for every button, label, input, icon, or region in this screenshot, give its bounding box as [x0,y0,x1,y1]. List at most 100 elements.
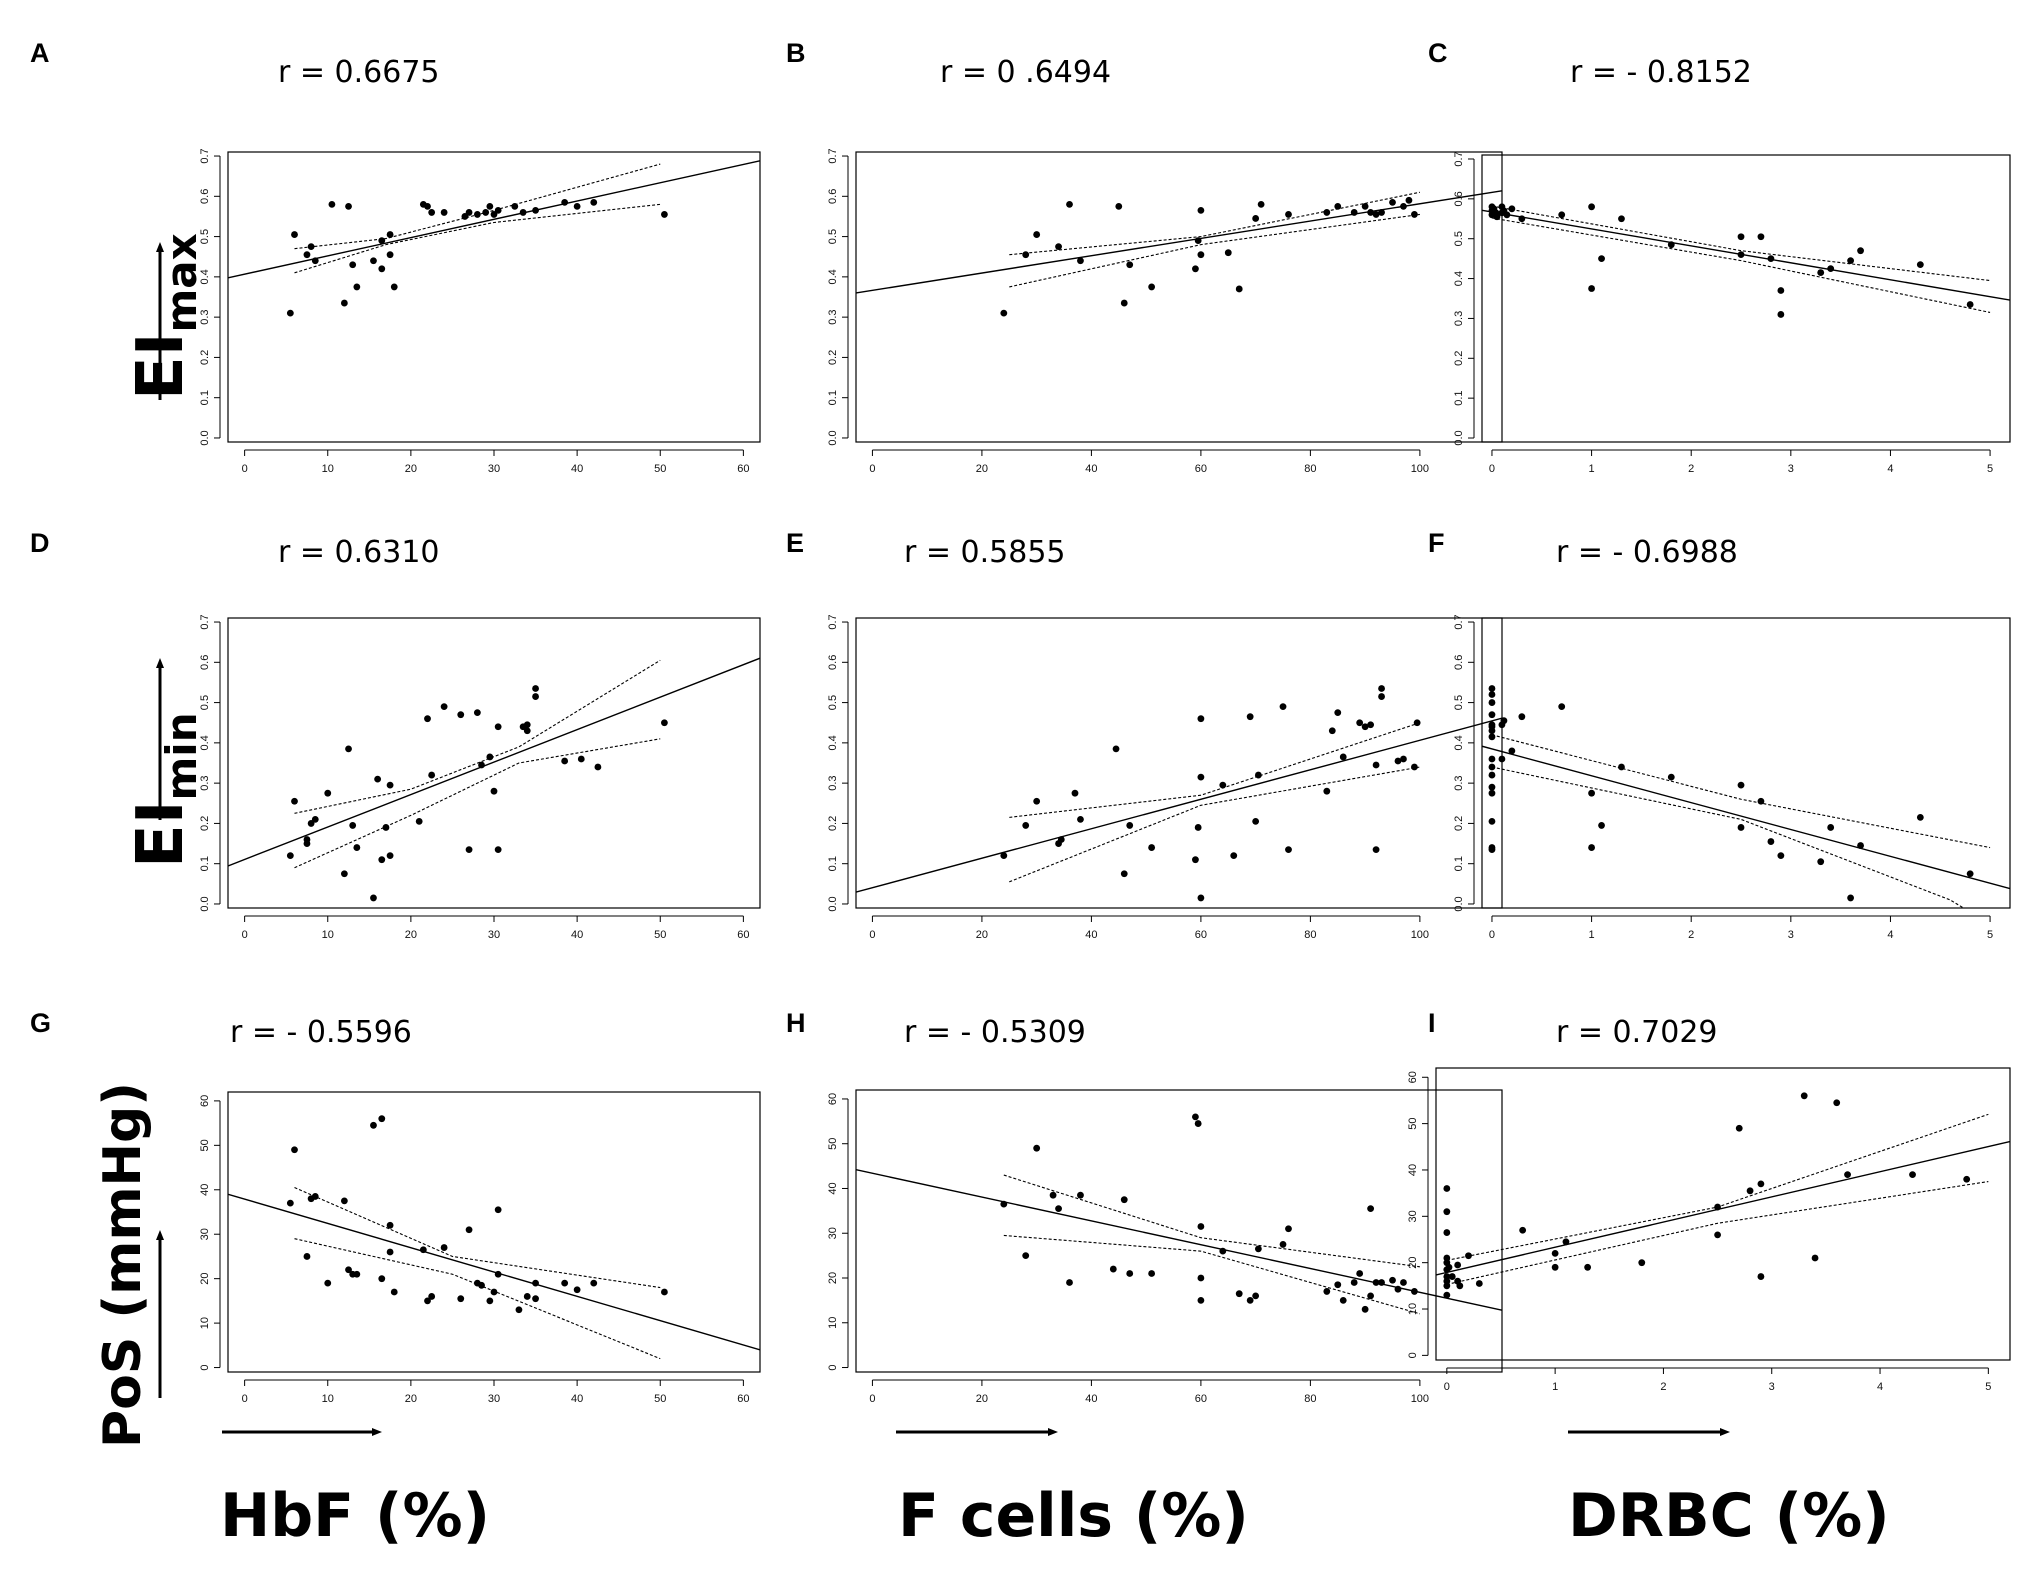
data-point [523,721,531,729]
data-point [577,755,585,763]
data-point [1767,255,1775,263]
ci-lower-band [294,1238,661,1360]
data-point [1279,703,1287,711]
x-tick-label: 60 [1195,1393,1207,1405]
data-point [1714,1231,1721,1239]
x-tick-label: 3 [1769,1381,1775,1393]
data-point [1909,1171,1916,1179]
data-point [1254,1245,1262,1253]
data-point [370,1121,377,1129]
data-point [440,1244,448,1251]
data-point [378,237,386,245]
data-point [1285,1225,1292,1233]
x-tick-label: 4 [1887,929,1893,941]
data-point [428,209,436,216]
y-tick-label: 0.0 [1453,430,1465,445]
data-point [1588,844,1595,851]
data-point [1777,852,1785,860]
data-point [465,1226,473,1234]
data-point [1714,1203,1721,1211]
ci-lower-band [1446,1181,1989,1285]
data-point [661,719,668,727]
plot-frame-b [855,151,1503,443]
data-point [1148,844,1156,851]
data-point [303,1253,311,1260]
data-point [1518,215,1526,223]
data-point [378,1115,386,1123]
y-tick-label: 40 [1407,1164,1419,1176]
data-point [1066,200,1073,208]
y-tick-label: 0.2 [199,350,211,365]
data-point [1562,1238,1570,1246]
plot-frame-i [1435,1067,2011,1361]
x-tick-label: 0 [1489,463,1495,475]
y-tick-label: 0.4 [1453,735,1465,750]
x-tick-label: 20 [405,929,417,941]
panel-letter-d: D [30,528,50,558]
data-point [353,283,361,291]
x-tick-label: 20 [976,929,988,941]
plot-frame-g [227,1091,761,1373]
data-point [291,797,298,805]
data-point [1488,711,1496,719]
data-point [590,1279,598,1287]
row-label-ei-min: EImin [124,712,206,868]
data-point [1488,763,1496,771]
data-point [1323,209,1331,216]
ci-upper-band [1446,1113,1989,1261]
y-tick-label: 0.2 [827,350,839,365]
data-point [1120,870,1128,878]
data-point [1488,771,1496,779]
data-point [286,1199,294,1207]
x-tick-label: 2 [1660,1381,1666,1393]
y-tick-label: 0.0 [827,430,839,445]
x-tick-label: 4 [1877,1381,1883,1393]
x-tick-label: 3 [1788,929,1794,941]
data-point [1737,233,1745,241]
data-point [286,852,294,860]
y-tick-label: 0.0 [827,896,839,911]
data-point [1235,285,1243,293]
x-tick-label: 0 [1444,1381,1450,1393]
data-point [374,775,382,783]
regression-line [1436,1140,2010,1276]
plot-area-b [856,190,1502,294]
data-point [1454,1261,1462,1269]
y-tick-label: 0 [827,1364,839,1370]
data-point [1000,309,1008,317]
data-point [532,1295,539,1303]
x-tick-label: 80 [1304,463,1316,475]
data-point [1598,255,1605,263]
data-point [494,723,502,731]
r-value-a: r = 0.6675 [278,55,440,90]
x-tick-label: 20 [976,463,988,475]
y-tick-label: 0.6 [827,655,839,670]
data-point [1588,203,1595,211]
data-point [1844,1171,1851,1179]
data-point [1126,261,1134,269]
y-tick-label: 0.5 [827,695,839,710]
data-point [1737,251,1745,259]
data-point [1558,211,1566,219]
data-point [386,781,394,789]
x-tick-label: 30 [488,929,500,941]
data-point [1667,773,1675,781]
x-tick-label: 1 [1589,463,1595,475]
data-point [1367,721,1375,729]
data-point [1361,1305,1369,1313]
ci-lower-band [1491,766,1965,908]
y-tick-label: 0.1 [1453,856,1465,871]
x-tick-label: 80 [1304,929,1316,941]
y-tick-label: 0.4 [827,735,839,750]
data-point [1252,215,1260,222]
x-tick-label: 100 [1411,463,1429,475]
data-point [1197,207,1205,214]
data-point [1638,1259,1646,1267]
data-point [1049,1191,1057,1199]
data-point [1963,1175,1971,1183]
col-label-drbc: DRBC (%) [1568,1481,1890,1551]
y-tick-label: 0.7 [827,614,839,629]
data-point [1192,1113,1199,1121]
y-tick-label: 60 [199,1095,211,1107]
data-point [1757,1180,1765,1188]
